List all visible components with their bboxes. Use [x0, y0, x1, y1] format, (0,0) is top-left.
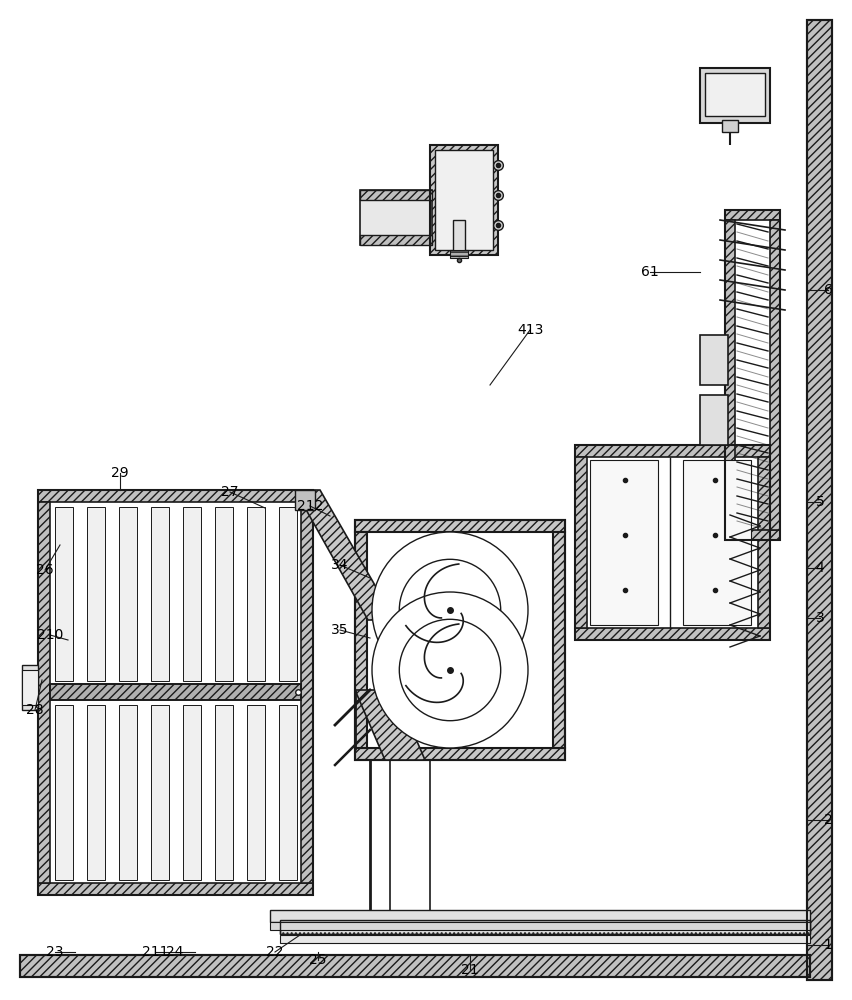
Bar: [38, 883, 313, 895]
Bar: [270, 922, 810, 930]
Bar: [87, 705, 105, 880]
Bar: [360, 235, 432, 245]
Bar: [575, 445, 770, 457]
Text: 24: 24: [166, 945, 184, 959]
Bar: [725, 220, 735, 530]
Bar: [722, 120, 738, 132]
Polygon shape: [295, 490, 315, 510]
Bar: [247, 705, 265, 880]
Bar: [355, 520, 565, 760]
Bar: [360, 190, 432, 245]
Bar: [38, 490, 313, 895]
Text: 210: 210: [37, 628, 63, 642]
Bar: [280, 935, 810, 943]
Bar: [575, 457, 587, 628]
Circle shape: [372, 592, 528, 748]
Text: 28: 28: [26, 703, 43, 717]
Circle shape: [400, 619, 501, 721]
Bar: [725, 210, 780, 540]
Text: 413: 413: [517, 323, 544, 337]
Text: 211: 211: [141, 945, 168, 959]
Bar: [553, 532, 565, 748]
Bar: [575, 445, 770, 640]
Bar: [575, 628, 770, 640]
Bar: [450, 250, 468, 258]
Bar: [119, 705, 137, 880]
Bar: [270, 910, 810, 922]
Text: 1: 1: [824, 938, 832, 952]
Bar: [301, 502, 313, 883]
Polygon shape: [295, 490, 395, 620]
Circle shape: [400, 559, 501, 661]
Bar: [700, 395, 728, 445]
Text: 22: 22: [266, 945, 284, 959]
Bar: [151, 507, 169, 681]
Bar: [215, 705, 233, 880]
Bar: [55, 507, 73, 681]
Bar: [725, 210, 780, 220]
Bar: [279, 705, 297, 880]
Bar: [119, 507, 137, 681]
Bar: [279, 507, 297, 681]
Bar: [355, 748, 565, 760]
Bar: [38, 490, 313, 502]
Bar: [87, 507, 105, 681]
Bar: [700, 335, 728, 385]
Bar: [453, 220, 465, 255]
Bar: [435, 150, 493, 250]
Bar: [705, 73, 765, 116]
Text: 61: 61: [641, 265, 659, 279]
Bar: [215, 507, 233, 681]
Bar: [355, 532, 367, 748]
Bar: [700, 68, 770, 123]
Text: 21: 21: [461, 963, 479, 977]
Bar: [22, 665, 38, 710]
Bar: [20, 955, 810, 977]
Bar: [770, 220, 780, 530]
Bar: [22, 670, 38, 705]
Text: 27: 27: [222, 485, 239, 499]
Text: 25: 25: [309, 953, 327, 967]
Bar: [38, 502, 50, 883]
Bar: [355, 520, 565, 532]
Bar: [183, 705, 201, 880]
Bar: [430, 145, 498, 255]
Text: 26: 26: [36, 563, 54, 577]
Bar: [360, 190, 432, 200]
Bar: [590, 460, 658, 625]
Bar: [183, 507, 201, 681]
Bar: [20, 955, 810, 977]
Bar: [683, 460, 751, 625]
Bar: [50, 684, 301, 700]
Text: 6: 6: [824, 283, 832, 297]
Bar: [430, 145, 498, 255]
Text: 212: 212: [296, 499, 323, 513]
Circle shape: [372, 532, 528, 688]
Text: 23: 23: [46, 945, 64, 959]
Text: 34: 34: [331, 558, 348, 572]
Bar: [247, 507, 265, 681]
Bar: [151, 705, 169, 880]
Text: 3: 3: [815, 611, 825, 625]
Text: 29: 29: [112, 466, 129, 480]
Text: 2: 2: [824, 813, 832, 827]
Bar: [807, 20, 832, 980]
Bar: [725, 530, 780, 540]
Bar: [758, 457, 770, 628]
Bar: [50, 684, 301, 700]
Text: 35: 35: [331, 623, 348, 637]
Text: 5: 5: [815, 495, 825, 509]
Bar: [280, 920, 810, 934]
Text: 4: 4: [815, 561, 825, 575]
Bar: [280, 920, 810, 934]
Bar: [55, 705, 73, 880]
Polygon shape: [355, 690, 425, 760]
Bar: [807, 20, 832, 980]
